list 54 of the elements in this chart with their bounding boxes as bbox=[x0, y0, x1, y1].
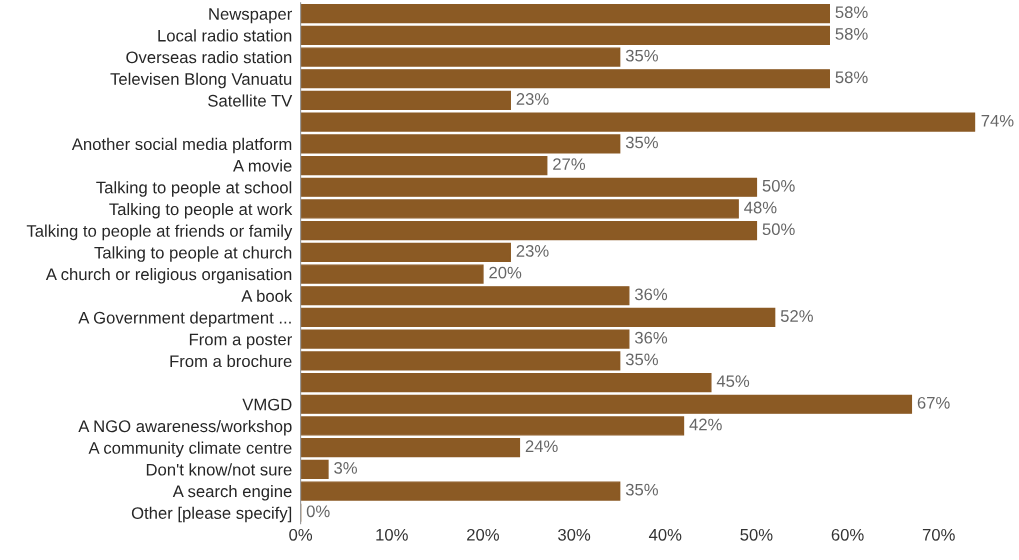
data-label: 74% bbox=[981, 114, 1014, 127]
data-label: 50% bbox=[762, 223, 795, 236]
y-tick-label: Televisen Blong Vanuatu bbox=[110, 72, 292, 89]
x-tick-label: 0% bbox=[289, 528, 313, 541]
data-label: 42% bbox=[689, 418, 722, 431]
data-label: 35% bbox=[625, 136, 658, 149]
x-tick-label: 70% bbox=[922, 528, 955, 541]
x-tick-label: 40% bbox=[648, 528, 682, 541]
data-label: 48% bbox=[744, 201, 777, 214]
y-tick-label: Talking to people at work bbox=[109, 202, 293, 219]
data-label: 35% bbox=[625, 353, 658, 366]
data-label: 50% bbox=[762, 179, 795, 192]
x-tick-label: 10% bbox=[376, 528, 408, 541]
x-tick-label: 50% bbox=[740, 528, 773, 541]
y-tick-label: A book bbox=[241, 289, 293, 302]
data-label: 20% bbox=[489, 266, 522, 279]
x-tick-label: 60% bbox=[831, 528, 864, 541]
y-tick-label: A church or religious organisation bbox=[45, 268, 292, 284]
y-tick-label: Other [please specify] bbox=[131, 506, 292, 523]
data-label: 3% bbox=[334, 462, 357, 474]
y-tick-label: Talking to people at church bbox=[94, 246, 292, 262]
data-label: 23% bbox=[516, 93, 549, 105]
y-tick-label: Local radio station bbox=[158, 29, 292, 42]
y-tick-label: Newspaper bbox=[209, 8, 292, 24]
y-tick-label: Don't know/not sure bbox=[146, 463, 292, 476]
y-tick-label: From a brochure bbox=[170, 354, 292, 368]
y-tick-label: A community climate centre bbox=[88, 441, 292, 458]
y-tick-label: A search engine bbox=[172, 485, 292, 501]
data-label: 35% bbox=[625, 483, 658, 496]
data-label: 27% bbox=[553, 158, 586, 170]
y-tick-label: A NGO awareness/workshop bbox=[78, 419, 292, 436]
y-tick-label: Overseas radio station bbox=[126, 51, 292, 64]
data-label: 67% bbox=[917, 396, 950, 409]
data-label: 58% bbox=[835, 28, 868, 40]
y-tick-label: Talking to people at school bbox=[96, 181, 292, 197]
y-tick-label: From a poster bbox=[189, 333, 292, 349]
y-tick-label: A movie bbox=[233, 159, 292, 172]
data-label: 58% bbox=[835, 71, 868, 84]
y-tick-label: VMGD bbox=[242, 398, 292, 411]
data-label: 23% bbox=[516, 245, 549, 257]
y-tick-label: Satellite TV bbox=[208, 94, 293, 107]
data-label: 58% bbox=[835, 6, 868, 19]
data-label: 52% bbox=[780, 310, 813, 322]
data-label: 35% bbox=[625, 49, 658, 62]
y-tick-label: Another social media platform bbox=[71, 137, 292, 154]
data-label: 0% bbox=[306, 505, 330, 518]
data-label: 36% bbox=[634, 331, 668, 344]
x-tick-label: 20% bbox=[467, 528, 500, 541]
y-tick-label: Talking to people at friends or family bbox=[26, 224, 293, 241]
data-label: 36% bbox=[634, 288, 668, 301]
x-tick-label: 30% bbox=[558, 528, 591, 541]
y-tick-label: A Government department ... bbox=[78, 311, 291, 327]
data-label: 24% bbox=[525, 440, 558, 453]
data-label: 45% bbox=[716, 375, 750, 388]
